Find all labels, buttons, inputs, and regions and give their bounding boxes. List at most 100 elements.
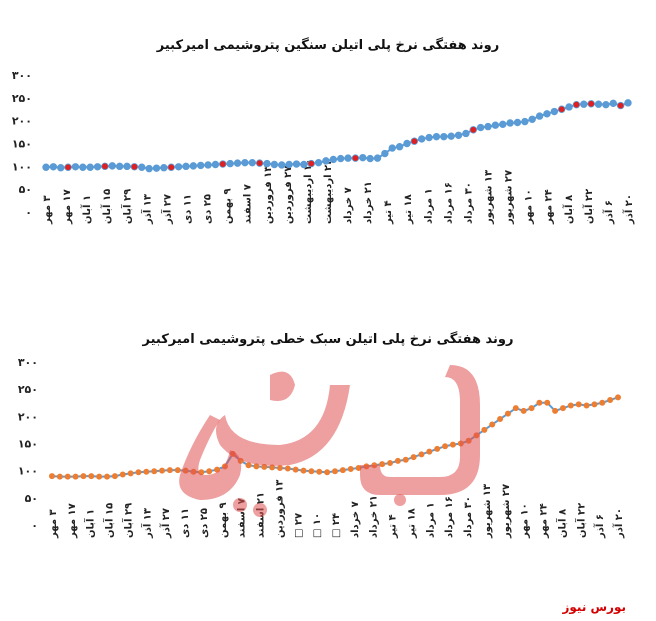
data-point bbox=[572, 100, 581, 109]
chart-title: روند هفتگی نرخ پلی اتیلن سبک خطی پتروشیم… bbox=[142, 332, 514, 347]
x-tick-label: ۲۹ آبان bbox=[121, 503, 134, 538]
data-point bbox=[426, 448, 433, 455]
y-tick-label: ۰ bbox=[31, 519, 38, 532]
data-point bbox=[497, 416, 504, 423]
data-point bbox=[499, 120, 507, 129]
data-point bbox=[447, 132, 455, 140]
x-tick-label: ۸ آبان bbox=[562, 195, 575, 224]
x-tick-label: ۲۷ شهریور bbox=[504, 170, 515, 225]
data-point bbox=[351, 154, 360, 162]
data-point bbox=[49, 163, 58, 171]
y-tick-label: ۱۰۰ bbox=[18, 465, 38, 478]
data-point bbox=[130, 163, 139, 171]
x-tick-label: ۲۷ فروردین bbox=[283, 166, 294, 224]
chart-title: روند هفتگی نرخ پلی اتیلن سنگین پتروشیمی … bbox=[156, 38, 500, 53]
data-point bbox=[72, 473, 79, 480]
data-point bbox=[359, 153, 367, 162]
x-tick-label: ۲۵ دی bbox=[203, 194, 214, 224]
data-point bbox=[138, 163, 146, 171]
data-point bbox=[395, 142, 404, 151]
data-point bbox=[520, 407, 527, 414]
data-point bbox=[111, 473, 118, 480]
x-tick-label: ۴ تیر bbox=[383, 200, 394, 225]
data-point bbox=[93, 163, 102, 171]
x-tick-label: ۲۴ مهر bbox=[539, 503, 550, 539]
x-tick-label: ۲۰ آذر bbox=[612, 508, 625, 539]
data-point bbox=[64, 473, 71, 480]
data-point bbox=[552, 407, 559, 414]
y-tick-label: ۱۵۰ bbox=[12, 138, 32, 151]
data-point bbox=[145, 164, 153, 173]
y-tick-label: ۲۰۰ bbox=[12, 115, 32, 128]
data-point bbox=[292, 466, 299, 473]
x-tick-label: ۹ بهمن bbox=[223, 188, 234, 224]
data-point bbox=[442, 443, 449, 450]
x-tick-label: ۲۱ خرداد bbox=[363, 181, 374, 224]
x-tick-label: ۶ آذر bbox=[593, 514, 606, 539]
data-point bbox=[285, 160, 293, 169]
data-point bbox=[481, 426, 488, 433]
data-point bbox=[57, 164, 65, 172]
data-point bbox=[449, 441, 456, 448]
data-point bbox=[394, 457, 401, 464]
data-point bbox=[159, 467, 166, 474]
x-tick-label: ۲۲ آبان bbox=[574, 503, 587, 538]
x-tick-label: ۱۰ مهر bbox=[520, 503, 531, 539]
y-tick-label: ۲۵۰ bbox=[18, 383, 38, 396]
chart-plot-area: ۰ ۵۰ ۱۰۰ ۱۵۰ ۲۰۰ ۲۵۰ ۳۰۰ ۳ مهر ۱۷ مهر ۱ آبان ۱۵ آب… bbox=[18, 356, 625, 539]
data-point bbox=[418, 135, 426, 143]
data-point bbox=[160, 164, 168, 172]
x-tick-label: ۱۵ آبان bbox=[100, 189, 113, 224]
data-point bbox=[388, 144, 396, 152]
x-tick-label: ۱ آبان bbox=[80, 195, 93, 224]
watermark-logo bbox=[179, 365, 480, 517]
x-tick-label: ۱۸ تیر bbox=[406, 508, 417, 539]
data-point bbox=[543, 110, 551, 118]
data-point bbox=[219, 160, 227, 168]
x-tick-label: ۷ اسفند bbox=[243, 184, 254, 224]
data-point bbox=[347, 466, 354, 473]
data-point bbox=[469, 126, 477, 134]
x-tick-label: ۲۲ آبان bbox=[582, 189, 595, 224]
x-tick-label: ۱۰ اردیبهشت bbox=[303, 159, 314, 224]
data-point bbox=[521, 117, 529, 126]
x-tick-label: ۱۳ آذر bbox=[140, 508, 153, 539]
data-point bbox=[49, 473, 56, 480]
data-point bbox=[440, 132, 448, 141]
x-tick-label: ۴ تیر bbox=[388, 514, 399, 539]
x-tick-label: ۲۴ اردیبهشت bbox=[323, 159, 334, 224]
data-point bbox=[373, 154, 382, 162]
data-point bbox=[484, 122, 492, 131]
data-point bbox=[79, 163, 87, 171]
data-point bbox=[166, 467, 173, 474]
data-point bbox=[233, 159, 242, 167]
data-point bbox=[491, 121, 500, 129]
data-point bbox=[206, 468, 213, 475]
data-point bbox=[402, 456, 409, 463]
x-tick-label: ۲۵ دی bbox=[199, 508, 210, 538]
x-tick-label: ۳۰ مرداد bbox=[463, 496, 474, 538]
data-point bbox=[594, 100, 603, 108]
data-point bbox=[339, 467, 346, 474]
data-point bbox=[616, 101, 625, 110]
data-point bbox=[71, 163, 80, 171]
data-point bbox=[241, 158, 249, 167]
y-tick-label: ۲۰۰ bbox=[18, 410, 38, 423]
x-tick-label: ۱۳ شهریور bbox=[484, 170, 495, 225]
data-point bbox=[314, 158, 323, 167]
x-tick-label: ۱۷ مهر bbox=[67, 503, 78, 539]
x-tick-label: ۲۷ □ bbox=[293, 513, 304, 538]
data-point bbox=[270, 160, 279, 169]
data-point bbox=[528, 115, 536, 123]
x-tick-label: ۱۳ فروردین bbox=[274, 480, 285, 538]
y-tick-label: ۱۰۰ bbox=[12, 160, 32, 173]
x-tick-label: ۲۱ خرداد bbox=[369, 495, 380, 538]
chart-plot-area: ۰ ۵۰ ۱۰۰ ۱۵۰ ۲۰۰ ۲۵۰ ۳۰۰ ۳ مهر ۱۷ مهر ۱ آبان ۱۵ آب… bbox=[12, 69, 635, 225]
data-point bbox=[615, 394, 622, 401]
x-tick-label: ۲۰ آذر bbox=[622, 194, 635, 225]
data-point bbox=[489, 421, 496, 428]
data-point bbox=[307, 159, 315, 168]
data-point bbox=[115, 162, 124, 171]
data-point bbox=[344, 154, 352, 162]
x-tick-label: ۱ مرداد bbox=[423, 188, 434, 224]
